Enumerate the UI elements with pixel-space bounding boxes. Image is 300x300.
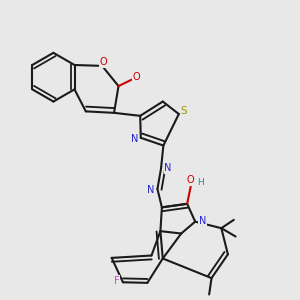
Text: N: N (164, 163, 172, 173)
Text: O: O (186, 175, 194, 185)
Text: F: F (114, 276, 119, 286)
Text: N: N (147, 184, 154, 194)
Text: O: O (133, 72, 140, 82)
Text: O: O (100, 57, 107, 67)
Text: S: S (181, 106, 188, 116)
Text: H: H (197, 178, 204, 188)
Text: N: N (131, 134, 139, 144)
Text: N: N (199, 216, 206, 226)
